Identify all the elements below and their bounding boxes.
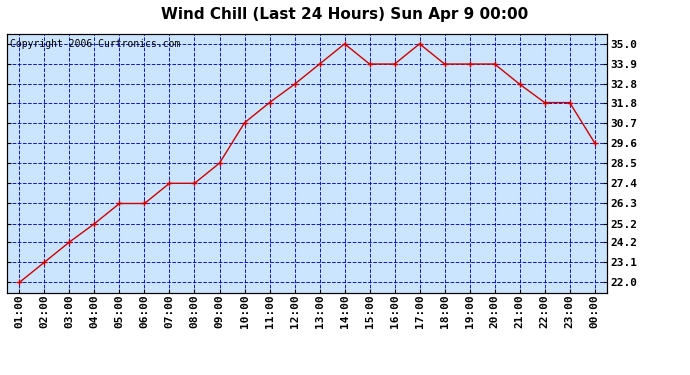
Text: Wind Chill (Last 24 Hours) Sun Apr 9 00:00: Wind Chill (Last 24 Hours) Sun Apr 9 00:… — [161, 8, 529, 22]
Text: Copyright 2006 Curtronics.com: Copyright 2006 Curtronics.com — [10, 39, 180, 49]
